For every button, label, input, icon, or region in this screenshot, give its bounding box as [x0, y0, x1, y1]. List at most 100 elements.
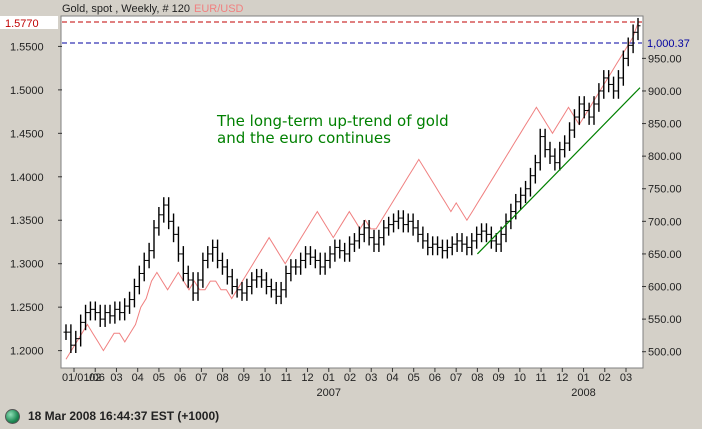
right-tick-label: 600.00	[648, 282, 682, 294]
gold-bar	[542, 128, 548, 158]
gold-bar	[576, 96, 582, 125]
gold-bar	[503, 213, 509, 243]
gold-bar	[307, 246, 313, 266]
status-bar: 18 Mar 2008 16:44:37 EST (+1000)	[0, 403, 702, 429]
gold-bar	[381, 220, 387, 246]
gold-bar	[459, 233, 465, 252]
left-tick-label: 1.4500	[10, 128, 44, 140]
annotation-line-1: The long-term up-trend of gold	[216, 112, 449, 130]
gold-bar	[425, 233, 431, 256]
gold-bar	[107, 304, 113, 324]
left-axis: 1.2000 1.2500 1.3000 1.3500 1.4000 1.4500 1.50…	[10, 41, 62, 358]
gold-bar	[366, 220, 372, 246]
eurusd-series	[65, 22, 639, 360]
eurusd-legend-label: EUR/USD	[194, 3, 244, 15]
eurusd-marker-badge	[0, 16, 58, 29]
x-tick-label: 11	[281, 372, 292, 384]
gold-bar	[620, 50, 626, 86]
gold-bar	[581, 96, 587, 119]
gold-bar	[283, 265, 289, 298]
gold-bar	[474, 226, 480, 249]
gold-bar	[361, 220, 367, 243]
gold-bar	[552, 148, 558, 171]
left-tick-label: 1.2000	[10, 346, 44, 358]
x-tick-label: 01/01/06	[62, 372, 105, 384]
gold-bar	[215, 239, 221, 269]
x-tick-label: 08	[471, 372, 483, 384]
gold-bar	[488, 226, 494, 249]
x-tick-label: 02	[344, 372, 356, 384]
gold-bar	[185, 265, 191, 288]
left-tick-label: 1.2500	[10, 302, 44, 314]
gold-bar	[611, 76, 617, 99]
gold-bar	[351, 233, 357, 252]
gold-bar	[293, 259, 299, 275]
gold-bar	[234, 278, 240, 298]
right-axis: 500.00 550.00 600.00 650.00 700.00 750.00 800.…	[642, 53, 682, 359]
gold-bar	[547, 141, 553, 164]
gold-bar	[493, 233, 499, 252]
chart-title: Gold, spot , Weekly, # 120	[62, 3, 190, 15]
gold-bar	[523, 180, 529, 204]
gold-bar	[601, 70, 607, 99]
gold-bar	[410, 213, 416, 236]
gold-bar	[273, 281, 279, 305]
gold-bar	[78, 314, 84, 347]
gold-bar	[156, 206, 162, 236]
gold-bar	[537, 128, 543, 171]
gold-series	[63, 17, 641, 354]
gold-bar	[303, 246, 309, 269]
x-tick-label: 04	[386, 372, 398, 384]
x-tick-label: 02	[89, 372, 101, 384]
gold-bar	[327, 246, 333, 269]
gold-bar	[68, 324, 74, 354]
gold-bar	[591, 96, 597, 125]
gold-bar	[400, 210, 406, 233]
gold-bar	[386, 216, 392, 236]
gold-bar	[312, 249, 318, 269]
gold-bar	[73, 330, 79, 354]
gold-bar	[371, 229, 377, 252]
gold-bar	[171, 213, 177, 243]
gold-bar	[606, 70, 612, 93]
gold-bar	[518, 187, 524, 210]
left-tick-label: 1.5000	[10, 85, 44, 97]
left-tick-label: 1.3500	[10, 215, 44, 227]
right-tick-label: 950.00	[648, 53, 682, 65]
gold-bar	[435, 236, 441, 256]
connection-status-icon	[5, 409, 20, 424]
left-tick-label: 1.3000	[10, 259, 44, 271]
gold-bar	[63, 324, 69, 340]
left-tick-label: 1.5500	[10, 41, 44, 53]
gold-bar	[479, 223, 485, 243]
gold-bar	[97, 304, 103, 327]
gold-marker-value: 1,000.37	[647, 38, 690, 50]
gold-bar	[322, 252, 328, 275]
year-label: 2007	[317, 387, 341, 399]
gold-bar	[615, 70, 621, 99]
right-tick-label: 550.00	[648, 314, 682, 326]
gold-bar	[83, 304, 89, 331]
left-tick-label: 1.4000	[10, 172, 44, 184]
gold-bar	[151, 220, 157, 259]
x-tick-label: 05	[408, 372, 420, 384]
gold-bar	[635, 17, 641, 41]
gold-bar	[288, 259, 294, 282]
gold-bar	[205, 246, 211, 269]
gold-bar	[430, 236, 436, 256]
gold-bar	[161, 197, 167, 223]
x-tick-label: 09	[238, 372, 250, 384]
gold-bar	[117, 301, 123, 321]
gold-bar	[102, 304, 108, 327]
gold-bar	[376, 229, 382, 252]
gold-bar	[263, 272, 269, 295]
gold-bar	[317, 252, 323, 275]
gold-bar	[244, 278, 250, 301]
right-tick-label: 800.00	[648, 151, 682, 163]
chart: Gold, spot , Weekly, # 120 EUR/USD 1.200…	[0, 3, 690, 399]
plot-area	[60, 15, 644, 369]
x-tick-label: 04	[132, 372, 144, 384]
gold-bar	[219, 252, 225, 275]
gold-bar	[498, 226, 504, 252]
